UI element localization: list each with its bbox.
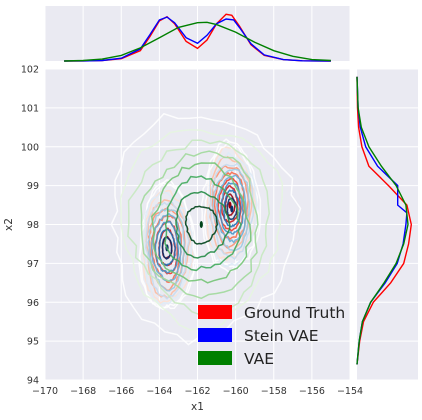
contour-line xyxy=(127,139,270,317)
contour-peak xyxy=(199,221,203,228)
x-tick-label: −160 xyxy=(223,386,249,397)
contour-layer xyxy=(110,112,302,346)
right-marginal-ground-truth xyxy=(356,76,413,365)
contour-line xyxy=(212,168,251,252)
x-tick-label: −166 xyxy=(108,386,134,397)
contour-line xyxy=(217,177,242,232)
x-tick-label: −164 xyxy=(146,386,172,397)
contour-line xyxy=(175,190,231,259)
legend-label: VAE xyxy=(244,350,274,368)
contour-line xyxy=(158,228,177,267)
contour-line xyxy=(140,150,259,300)
legend-swatch xyxy=(198,351,232,365)
y-tick-label: 101 xyxy=(21,103,39,114)
contour-line xyxy=(213,171,245,241)
y-tick-label: 100 xyxy=(21,142,39,153)
legend-label: Stein VAE xyxy=(244,327,319,345)
x-tick-label: −170 xyxy=(32,386,58,397)
y-tick-label: 96 xyxy=(27,298,39,309)
y-tick-label: 99 xyxy=(27,181,39,192)
top-marginal-stein-vae xyxy=(64,16,331,62)
contour-line xyxy=(200,138,260,268)
contour-peak xyxy=(230,205,234,213)
x-axis-label: x1 xyxy=(191,401,204,413)
legend-label: Ground Truth xyxy=(244,304,345,322)
top-marginal-panel xyxy=(44,6,351,62)
contour-line xyxy=(219,181,245,235)
contour-line xyxy=(143,191,193,306)
right-marginal-panel xyxy=(356,68,418,381)
contour-line xyxy=(226,197,238,221)
contour-line xyxy=(216,174,247,244)
contour-line xyxy=(119,128,284,331)
y-tick-label: 94 xyxy=(27,376,39,387)
y-tick-label: 102 xyxy=(21,65,39,76)
joint-panel xyxy=(44,68,351,381)
x-tick-label: −158 xyxy=(261,386,287,397)
contour-line xyxy=(110,112,302,346)
y-tick-label: 95 xyxy=(27,337,39,348)
contours-stein-vae xyxy=(138,141,262,309)
x-tick-label: −154 xyxy=(337,386,363,397)
contour-line xyxy=(144,201,190,300)
legend-swatch xyxy=(198,328,232,342)
contour-line xyxy=(151,162,252,284)
contours-vae xyxy=(110,112,302,346)
x-tick-label: −156 xyxy=(299,386,325,397)
contour-line xyxy=(164,175,242,272)
contour-line xyxy=(138,181,197,309)
contour-line xyxy=(224,193,236,217)
contour-line xyxy=(147,207,186,292)
top-marginal-vae xyxy=(64,21,331,62)
contour-line xyxy=(154,220,180,274)
x-tick-label: −168 xyxy=(70,386,96,397)
y-axis-label: x2 xyxy=(3,218,15,231)
legend-swatch xyxy=(198,305,232,319)
contour-line xyxy=(184,205,219,245)
right-marginal-vae xyxy=(356,76,409,365)
y-tick-label: 97 xyxy=(27,259,39,270)
legend: Ground Truth Stein VAE VAE xyxy=(198,304,345,368)
contour-line xyxy=(161,236,173,261)
contour-line xyxy=(150,212,182,282)
x-tick-label: −162 xyxy=(184,386,210,397)
y-tick-label: 98 xyxy=(27,220,39,231)
contour-line xyxy=(206,151,258,267)
